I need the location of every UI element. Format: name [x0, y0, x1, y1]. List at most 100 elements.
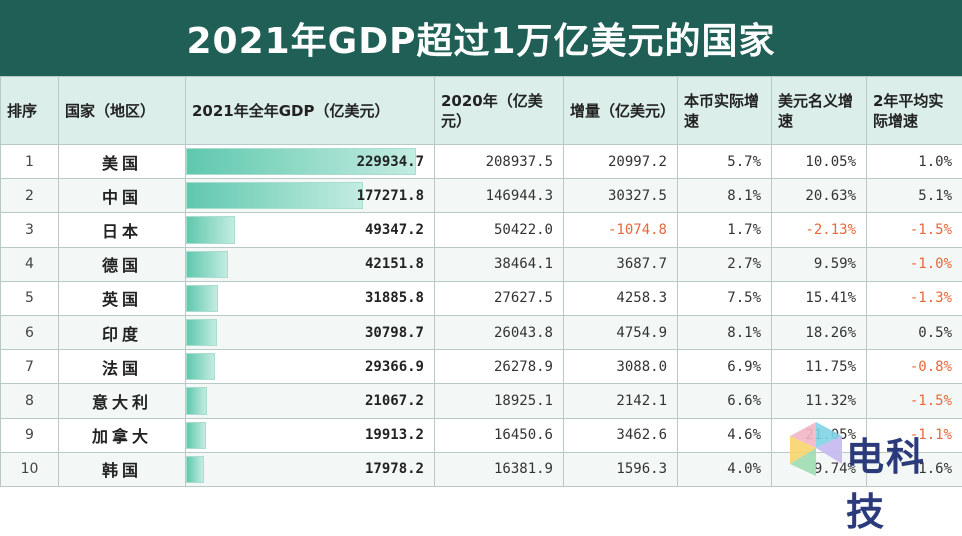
cell-country: 法国 — [59, 350, 186, 384]
gdp-bar — [186, 285, 218, 312]
cell-gdp2021: 30798.7 — [186, 315, 435, 349]
cell-gdp2021: 177271.8 — [186, 179, 435, 213]
cell-gdp2020: 16450.6 — [435, 418, 564, 452]
cell-country: 韩国 — [59, 452, 186, 486]
cell-gdp2020: 146944.3 — [435, 179, 564, 213]
cell-nominal-growth: 20.63% — [772, 179, 867, 213]
cell-avg-growth: -0.8% — [867, 350, 962, 384]
cell-gdp2021: 21067.2 — [186, 384, 435, 418]
cell-real-growth: 4.6% — [678, 418, 772, 452]
cell-increase: -1074.8 — [564, 213, 678, 247]
cell-rank: 2 — [1, 179, 59, 213]
cell-real-growth: 7.5% — [678, 281, 772, 315]
brand-logo-icon — [786, 418, 846, 480]
cell-real-growth: 1.7% — [678, 213, 772, 247]
cell-increase: 3088.0 — [564, 350, 678, 384]
cell-gdp2020: 208937.5 — [435, 145, 564, 179]
cell-gdp2020: 38464.1 — [435, 247, 564, 281]
cell-rank: 1 — [1, 145, 59, 179]
cell-rank: 9 — [1, 418, 59, 452]
cell-gdp2021: 31885.8 — [186, 281, 435, 315]
cell-gdp2020: 26043.8 — [435, 315, 564, 349]
cell-increase: 2142.1 — [564, 384, 678, 418]
cell-gdp2020: 27627.5 — [435, 281, 564, 315]
cell-rank: 7 — [1, 350, 59, 384]
cell-gdp2021: 17978.2 — [186, 452, 435, 486]
gdp-bar — [186, 387, 207, 414]
gdp-bar — [186, 422, 206, 449]
header-country: 国家（地区） — [59, 77, 186, 145]
cell-nominal-growth: 18.26% — [772, 315, 867, 349]
cell-gdp2020: 18925.1 — [435, 384, 564, 418]
cell-country: 印度 — [59, 315, 186, 349]
cell-country: 英国 — [59, 281, 186, 315]
cell-avg-growth: 5.1% — [867, 179, 962, 213]
cell-increase: 1596.3 — [564, 452, 678, 486]
cell-increase: 30327.5 — [564, 179, 678, 213]
gdp2021-value: 177271.8 — [357, 188, 424, 204]
gdp2021-value: 49347.2 — [365, 222, 424, 238]
gdp-bar — [186, 353, 215, 380]
gdp-bar — [186, 182, 363, 209]
cell-real-growth: 4.0% — [678, 452, 772, 486]
cell-avg-growth: -1.3% — [867, 281, 962, 315]
header-gdp2020: 2020年（亿美元） — [435, 77, 564, 145]
gdp-bar — [186, 251, 228, 278]
cell-rank: 5 — [1, 281, 59, 315]
gdp2021-value: 21067.2 — [365, 393, 424, 409]
cell-rank: 10 — [1, 452, 59, 486]
cell-nominal-growth: 10.05% — [772, 145, 867, 179]
cell-rank: 4 — [1, 247, 59, 281]
cell-gdp2021: 19913.2 — [186, 418, 435, 452]
cell-country: 德国 — [59, 247, 186, 281]
gdp-bar — [186, 456, 204, 483]
brand-logo-text: 电科技 — [846, 426, 962, 536]
cell-gdp2021: 229934.7 — [186, 145, 435, 179]
cell-gdp2020: 50422.0 — [435, 213, 564, 247]
cell-increase: 20997.2 — [564, 145, 678, 179]
cell-nominal-growth: 9.59% — [772, 247, 867, 281]
cell-rank: 8 — [1, 384, 59, 418]
cell-country: 中国 — [59, 179, 186, 213]
table-header-row: 排序 国家（地区） 2021年全年GDP（亿美元） 2020年（亿美元） 增量（… — [1, 77, 962, 145]
cell-real-growth: 6.9% — [678, 350, 772, 384]
cell-increase: 3462.6 — [564, 418, 678, 452]
header-rank: 排序 — [1, 77, 59, 145]
cell-avg-growth: 1.0% — [867, 145, 962, 179]
gdp2021-value: 19913.2 — [365, 427, 424, 443]
cell-avg-growth: 0.5% — [867, 315, 962, 349]
cell-gdp2021: 49347.2 — [186, 213, 435, 247]
cell-avg-growth: -1.5% — [867, 213, 962, 247]
brand-logo: 电科技 — [784, 412, 962, 486]
header-gdp2021: 2021年全年GDP（亿美元） — [186, 77, 435, 145]
cell-rank: 3 — [1, 213, 59, 247]
cell-real-growth: 6.6% — [678, 384, 772, 418]
cell-country: 美国 — [59, 145, 186, 179]
cell-increase: 3687.7 — [564, 247, 678, 281]
cell-gdp2021: 42151.8 — [186, 247, 435, 281]
page-title: 2021年GDP超过1万亿美元的国家 — [0, 0, 962, 76]
cell-gdp2020: 16381.9 — [435, 452, 564, 486]
cell-nominal-growth: 11.75% — [772, 350, 867, 384]
cell-country: 加拿大 — [59, 418, 186, 452]
gdp2021-value: 229934.7 — [357, 154, 424, 170]
header-increase: 增量（亿美元） — [564, 77, 678, 145]
cell-gdp2021: 29366.9 — [186, 350, 435, 384]
header-nominal-growth: 美元名义增速 — [772, 77, 867, 145]
cell-rank: 6 — [1, 315, 59, 349]
cell-country: 意大利 — [59, 384, 186, 418]
gdp2021-value: 31885.8 — [365, 290, 424, 306]
gdp2021-value: 29366.9 — [365, 359, 424, 375]
cell-real-growth: 2.7% — [678, 247, 772, 281]
header-avg-growth: 2年平均实际增速 — [867, 77, 962, 145]
header-real-growth: 本币实际增速 — [678, 77, 772, 145]
cell-real-growth: 5.7% — [678, 145, 772, 179]
gdp2021-value: 30798.7 — [365, 325, 424, 341]
cell-real-growth: 8.1% — [678, 179, 772, 213]
